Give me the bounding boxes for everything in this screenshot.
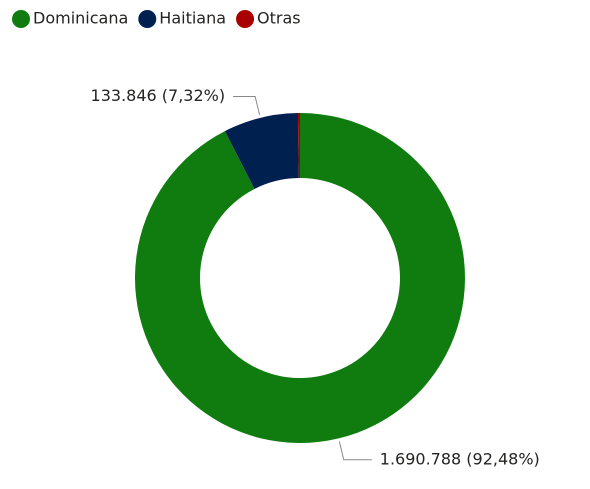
legend-swatch <box>12 10 30 28</box>
donut-slice <box>134 113 465 444</box>
leader-line <box>338 441 372 461</box>
data-label: 1.690.788 (92,48%) <box>380 449 540 468</box>
donut-slice <box>224 113 299 189</box>
donut-slice <box>297 113 300 179</box>
legend-label: Dominicana <box>33 9 128 28</box>
legend-label: Otras <box>257 9 301 28</box>
leader-line <box>233 95 261 116</box>
data-label: 133.846 (7,32%) <box>91 86 226 105</box>
legend-swatch <box>138 10 157 28</box>
legend-swatch <box>236 10 255 28</box>
legend-label: Haitiana <box>159 9 226 28</box>
